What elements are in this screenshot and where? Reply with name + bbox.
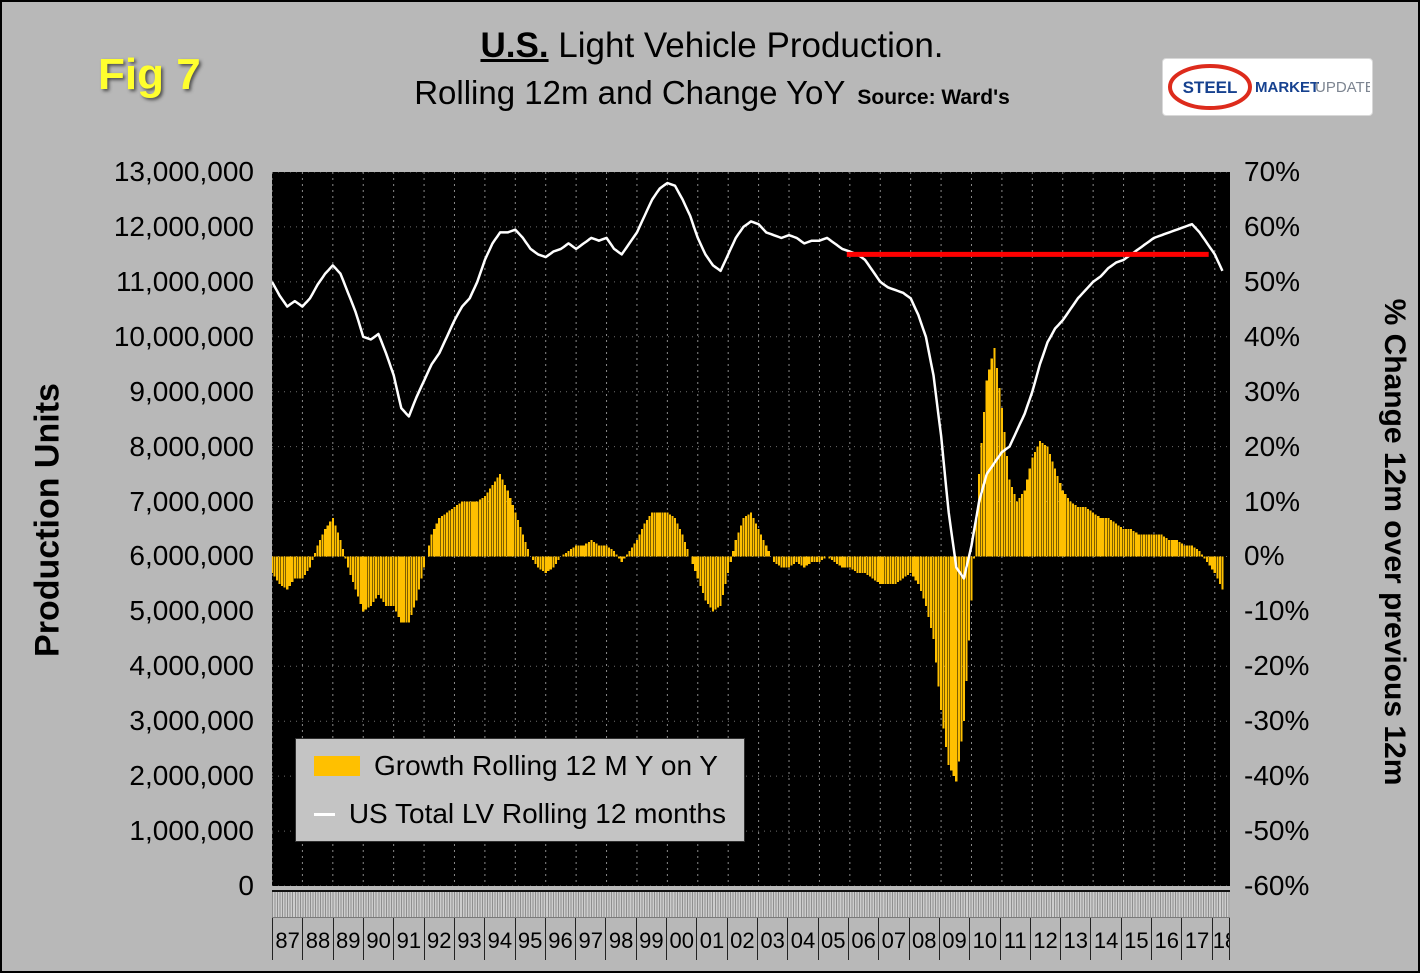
x-axis-year-label: 87 [272,918,302,960]
y-label-right: -10% [1244,595,1310,627]
y-label-left: 13,000,000 [113,156,254,187]
x-axis-year-label: 94 [484,918,514,960]
y-label-left: 8,000,000 [129,430,254,462]
x-axis-year-label: 93 [453,918,484,960]
figure-number: Fig 7 [98,50,201,99]
x-axis-year-label: 03 [757,918,787,960]
x-axis-year-label: 06 [847,918,878,960]
x-axis-year-label: 18 [1211,918,1230,960]
smu-logo: STEEL MARKET UPDATE [1162,58,1373,116]
source-label: Source: Ward's [857,85,1010,109]
chart-legend: Growth Rolling 12 M Y on Y US Total LV R… [295,738,745,842]
chart-title: U.S. Light Vehicle Production. Rolling 1… [322,24,1102,113]
x-axis-year-label: 02 [726,918,757,960]
logo-red-swoosh [1168,64,1252,110]
x-axis-year-label: 95 [514,918,545,960]
y-label-right: 60% [1244,210,1301,242]
x-axis-year-label: 00 [666,918,696,960]
y-label-left: 7,000,000 [129,485,254,517]
y-label-left: 5,000,000 [129,595,254,627]
legend-line-swatch [314,812,335,816]
y-label-right: 10% [1244,485,1301,517]
x-axis-year-label: 91 [393,918,423,960]
x-axis-year-label: 10 [969,918,999,960]
x-axis-year-label: 92 [423,918,454,960]
legend-bar-label: Growth Rolling 12 M Y on Y [374,750,718,781]
logo-market-text: MARKET [1255,79,1319,96]
x-axis-year-label: 15 [1120,918,1151,960]
x-axis-year-label: 88 [302,918,332,960]
y-label-left: 6,000,000 [129,540,254,572]
x-axis-year-label: 17 [1181,918,1211,960]
y-label-right: 30% [1244,375,1301,407]
x-axis-year-label: 12 [1029,918,1060,960]
x-axis-year-label: 98 [605,918,635,960]
y-label-right: 70% [1244,156,1301,187]
x-axis-year-label: 09 [938,918,969,960]
left-axis-labels: 13,000,000 12,000,000 11,000,000 10,000,000… [60,157,254,901]
x-axis-year-label: 99 [635,918,666,960]
legend-bar-swatch [314,756,360,776]
chart-title-line1: U.S. Light Vehicle Production. [322,24,1102,68]
y-label-right: 40% [1244,320,1301,352]
x-axis-year-label: 08 [908,918,939,960]
y-label-left: 1,000,000 [129,815,254,847]
legend-item-bars: Growth Rolling 12 M Y on Y [314,750,726,782]
production-line [272,181,1224,580]
y-label-right: 50% [1244,265,1301,297]
y-label-right: -30% [1244,705,1310,737]
x-axis-year-label: 90 [362,918,393,960]
x-axis-year-label: 89 [332,918,363,960]
y-label-left: 0 [238,870,254,901]
y-label-right: -40% [1244,760,1310,792]
title-us: U.S. [480,26,549,65]
logo-steel-text: STEEL [1183,78,1238,97]
title-main: Light Vehicle Production. [548,26,944,65]
growth-bars [272,347,1224,782]
x-axis-year-label: 01 [696,918,726,960]
x-axis-year-label: 14 [1090,918,1120,960]
y-label-left: 10,000,000 [113,320,254,352]
x-axis-year-label: 16 [1151,918,1181,960]
chart-title-line2: Rolling 12m and Change YoY Source: Ward's [322,72,1102,113]
smu-logo-graphic: STEEL MARKET UPDATE [1168,64,1370,110]
y-label-right: -20% [1244,650,1310,682]
x-axis-year-label: 97 [575,918,605,960]
y-label-left: 3,000,000 [129,705,254,737]
legend-item-line: US Total LV Rolling 12 months [314,798,726,830]
y-label-left: 11,000,000 [115,265,254,297]
x-axis-year-label: 13 [1060,918,1090,960]
logo-update-text: UPDATE [1315,79,1370,96]
x-axis-year-label: 04 [787,918,817,960]
y-label-left: 4,000,000 [129,650,254,682]
title-sub: Rolling 12m and Change YoY [414,73,846,111]
x-axis-year-label: 11 [999,918,1030,960]
legend-line-label: US Total LV Rolling 12 months [348,798,726,829]
y-label-right: 20% [1244,430,1301,462]
y-label-left: 2,000,000 [129,760,254,792]
y-label-left: 12,000,000 [113,210,254,242]
right-axis-labels: 70% 60% 50% 40% 30% 20% 10% 0% -10% -20% -30% -40% -… [1244,157,1384,901]
y-label-right: -50% [1244,815,1310,847]
x-axis-year-label: 96 [544,918,575,960]
y-label-left: 9,000,000 [129,375,254,407]
x-axis-year-label: 05 [817,918,848,960]
y-label-right: 0% [1244,540,1285,572]
y-label-right: -60% [1244,870,1310,901]
x-axis-year-label: 07 [878,918,908,960]
x-axis-labels: 87 88 89 90 91 92 93 94 95 96 97 98 99 00 01 02 03 04 05 06… [272,918,1230,960]
x-axis-tick-strip [272,890,1230,918]
